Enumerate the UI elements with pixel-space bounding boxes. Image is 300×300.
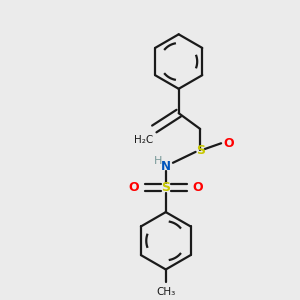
Text: H: H [154,156,162,166]
Text: O: O [223,137,234,150]
Text: H₂C: H₂C [134,135,153,145]
Text: O: O [193,181,203,194]
Text: S: S [161,181,170,194]
Text: S: S [196,144,205,157]
Text: O: O [128,181,139,194]
Text: CH₃: CH₃ [156,287,176,297]
Text: N: N [161,160,171,173]
